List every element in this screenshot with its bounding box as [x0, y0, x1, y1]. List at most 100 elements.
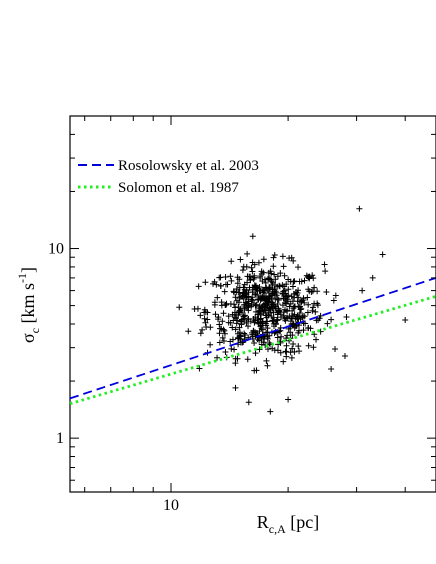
scatter-point: [300, 312, 307, 319]
scatter-point: [258, 268, 265, 275]
scatter-point: [305, 301, 312, 308]
scatter-point: [232, 360, 239, 367]
scatter-point: [241, 312, 248, 319]
scatter-point: [284, 307, 291, 314]
scatter-point: [258, 295, 265, 302]
scatter-point: [250, 327, 257, 334]
scatter-point: [244, 279, 251, 286]
scatter-point: [268, 292, 275, 299]
scatter-point: [207, 324, 214, 331]
scatter-point: [262, 320, 269, 327]
scatter-point: [197, 312, 204, 319]
scatter-point: [304, 294, 311, 301]
scatter-point: [294, 315, 301, 322]
scatter-point: [216, 274, 223, 281]
scatter-point: [265, 295, 272, 302]
plot-frame: [69, 115, 436, 493]
scatter-point: [233, 286, 240, 293]
scatter-point: [296, 298, 303, 305]
scatter-point: [252, 302, 259, 309]
y-axis-label: σc [km s-1]: [15, 267, 42, 343]
scatter-point: [301, 277, 308, 284]
scatter-point: [233, 289, 240, 296]
scatter-point: [282, 348, 289, 355]
scatter-point: [260, 256, 267, 263]
scatter-point: [220, 338, 227, 345]
scatter-point: [267, 276, 274, 283]
scatter-point: [261, 276, 268, 283]
scatter-point: [262, 300, 269, 307]
scatter-point: [285, 286, 292, 293]
line-rosolowsky: [69, 277, 436, 400]
scatter-point: [232, 384, 239, 391]
scatter-point: [237, 318, 244, 325]
scatter-point: [305, 324, 312, 331]
scatter-point: [262, 279, 269, 286]
scatter-point: [254, 329, 261, 336]
y-tick-label: 1: [56, 430, 64, 447]
scatter-point: [291, 278, 298, 285]
scatter-point: [232, 294, 239, 301]
scatter-point: [259, 326, 266, 333]
scatter-point: [270, 318, 277, 325]
scatter-point: [201, 315, 208, 322]
scatter-point: [259, 303, 266, 310]
x-axis-label: Rc,A [pc]: [257, 512, 320, 536]
scatter-point: [230, 317, 237, 324]
scatter-point: [275, 307, 282, 314]
scatter-point: [248, 301, 255, 308]
scatter-point: [306, 275, 313, 282]
scatter-point: [240, 292, 247, 299]
scatter-point: [264, 325, 271, 332]
scatter-point: [291, 303, 298, 310]
scatter-point: [217, 282, 224, 289]
scatter-point: [176, 304, 183, 311]
scatter-point: [233, 320, 240, 327]
scatter-point: [232, 304, 239, 311]
scatter-point: [328, 365, 335, 372]
scatter-point: [257, 323, 264, 330]
scatter-point: [285, 276, 292, 283]
scatter-point: [222, 348, 229, 355]
scatter-point: [286, 303, 293, 310]
scatter-point: [235, 334, 242, 341]
scatter-point: [274, 347, 281, 354]
scatter-point: [185, 328, 192, 335]
scatter-point: [288, 293, 295, 300]
scatter-point: [330, 297, 337, 304]
scatter-point: [228, 345, 235, 352]
scatter-point: [305, 342, 312, 349]
scatter-point: [222, 274, 229, 281]
scatter-point: [220, 310, 227, 317]
scatter-point: [290, 341, 297, 348]
scatter-point: [296, 304, 303, 311]
scatter-point: [314, 302, 321, 309]
scatter-point: [214, 354, 221, 361]
scatter-point: [196, 365, 203, 372]
scatter-point: [265, 290, 272, 297]
scatter-point: [221, 327, 228, 334]
scatter-point: [277, 270, 284, 277]
scatter-point: [216, 330, 223, 337]
scatter-point: [328, 316, 335, 323]
plot-area-border: [69, 115, 436, 493]
scatter-point: [251, 272, 258, 279]
scatter-point: [241, 317, 248, 324]
scatter-point: [296, 309, 303, 316]
scatter-point: [237, 333, 244, 340]
scatter-point: [271, 271, 278, 278]
scatter-point: [308, 288, 315, 295]
scatter-point: [267, 408, 274, 415]
scatter-point: [294, 291, 301, 298]
scatter-point: [245, 307, 252, 314]
scatter-point: [245, 399, 252, 406]
scatter-point: [245, 323, 252, 330]
scatter-point: [221, 330, 228, 337]
scatter-point: [216, 321, 223, 328]
scatter-point: [245, 289, 252, 296]
scatter-point: [230, 288, 237, 295]
scatter-points: [176, 205, 409, 415]
scatter-point: [245, 296, 252, 303]
scatter-point: [313, 317, 320, 324]
scatter-point: [232, 326, 239, 333]
